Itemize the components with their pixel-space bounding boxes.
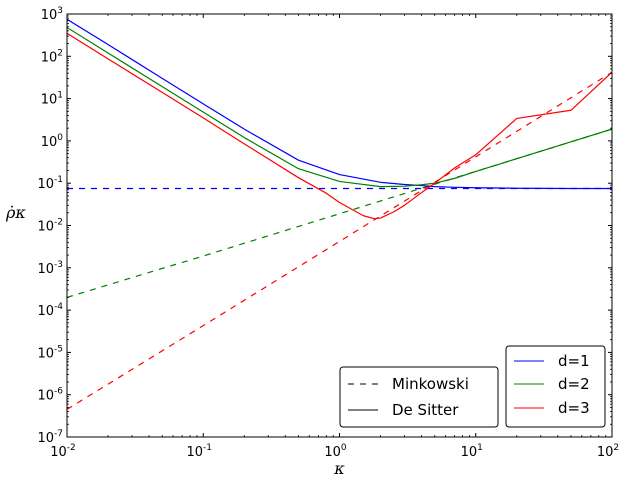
x-tick-label: 102 [597, 443, 619, 460]
y-tick-label: 10-3 [37, 260, 63, 277]
x-tick-label: 101 [461, 443, 483, 460]
legend-style: Minkowski De Sitter [339, 366, 499, 428]
de-sitter-d1-line [67, 18, 612, 190]
y-tick-label: 101 [41, 91, 63, 108]
y-axis-label: ρ̇κ [5, 203, 26, 222]
x-tick-label: 100 [324, 443, 347, 460]
legend-label-de-sitter: De Sitter [392, 401, 459, 419]
series-layer [67, 18, 612, 410]
de-sitter-d2-line [67, 26, 612, 188]
y-tick-label: 10-2 [37, 218, 63, 235]
legend-label-minkowski: Minkowski [392, 375, 469, 393]
y-tick-label: 100 [41, 133, 64, 150]
legend-label-d1: d=1 [558, 352, 590, 370]
y-tick-label: 103 [41, 6, 63, 23]
de-sitter-d3-line [67, 32, 612, 220]
legend-dimension-box [505, 345, 606, 428]
y-tick-label: 10-7 [37, 429, 63, 446]
legend-label-d2: d=2 [558, 375, 590, 393]
legend-dimension: d=1 d=2 d=3 [505, 345, 606, 428]
ticks-layer: 10-2 10-1 100 101 102 10-7 10-6 10-5 10-4 10-3 10-… [37, 6, 619, 460]
y-tick-label: 10-5 [37, 344, 63, 361]
legend-label-d3: d=3 [558, 399, 590, 417]
legend-style-box [339, 366, 499, 428]
y-tick-label: 10-6 [37, 387, 63, 404]
y-tick-label: 10-4 [37, 302, 63, 319]
plot-frame [66, 13, 613, 438]
y-tick-label: 10-1 [37, 175, 63, 192]
minkowski-d3-line [67, 71, 612, 410]
x-tick-label: 10-2 [50, 443, 76, 460]
x-axis-label: κ [333, 459, 345, 478]
y-tick-label: 102 [41, 48, 63, 65]
x-tick-label: 10-1 [186, 443, 212, 460]
